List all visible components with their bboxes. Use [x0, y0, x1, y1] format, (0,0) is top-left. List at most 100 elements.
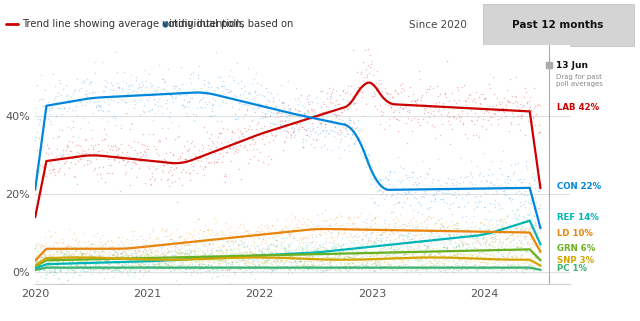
Point [414, 69, 424, 74]
Point [249, 261, 259, 266]
Point [429, 222, 439, 228]
Point [427, 122, 437, 127]
Point [415, 256, 425, 261]
Point [222, 87, 232, 92]
Point [307, 99, 317, 104]
Point [84, 248, 95, 253]
Point [58, 86, 68, 91]
Point [267, 120, 277, 125]
Point [171, 226, 181, 231]
Point [180, 243, 190, 248]
Point [445, 251, 456, 256]
Point [282, 271, 292, 276]
Point [61, 108, 72, 113]
Point [137, 252, 147, 257]
Point [369, 243, 379, 248]
Point [74, 151, 84, 156]
Point [262, 243, 273, 248]
Point [332, 256, 342, 261]
Point [344, 214, 355, 219]
Point [439, 245, 449, 250]
Point [334, 248, 344, 253]
Point [279, 105, 289, 110]
Point [134, 268, 145, 273]
Point [56, 269, 66, 274]
Point [124, 153, 134, 158]
Point [169, 86, 179, 91]
Point [300, 234, 310, 239]
Point [463, 259, 474, 264]
Point [394, 241, 404, 246]
Point [284, 242, 294, 247]
Point [433, 257, 443, 263]
Point [124, 259, 134, 264]
Point [210, 97, 220, 102]
Point [410, 195, 420, 201]
Point [264, 246, 274, 251]
Point [188, 111, 198, 116]
Point [237, 251, 248, 256]
Point [465, 179, 476, 184]
Point [478, 240, 488, 245]
Point [31, 168, 41, 173]
Point [434, 251, 444, 256]
Point [472, 256, 483, 261]
Point [122, 264, 132, 269]
Point [118, 264, 129, 269]
Point [49, 169, 59, 174]
Point [353, 266, 363, 272]
Point [407, 265, 417, 270]
Point [211, 49, 221, 54]
Point [275, 118, 285, 124]
Point [236, 259, 246, 264]
Point [70, 253, 80, 258]
Point [490, 255, 500, 260]
Point [216, 268, 227, 273]
Point [378, 230, 388, 235]
Point [399, 248, 409, 253]
Point [51, 257, 61, 262]
Point [267, 223, 277, 229]
Point [425, 84, 435, 89]
Point [207, 105, 218, 110]
Point [305, 261, 316, 266]
Point [434, 250, 444, 255]
Point [524, 107, 534, 112]
Point [54, 251, 65, 256]
Point [496, 116, 506, 121]
Point [210, 264, 220, 269]
Point [103, 238, 113, 243]
Text: individual polls: individual polls [169, 19, 244, 29]
Point [276, 266, 287, 271]
Point [455, 238, 465, 243]
Point [387, 217, 397, 222]
Point [508, 171, 518, 177]
Point [143, 259, 154, 264]
Point [74, 255, 84, 260]
Point [496, 245, 506, 250]
Point [247, 136, 257, 141]
Point [203, 258, 213, 263]
Point [309, 116, 319, 121]
Point [504, 257, 514, 262]
Point [342, 216, 353, 221]
Point [56, 127, 67, 133]
Point [308, 126, 319, 131]
Point [111, 49, 121, 54]
Point [119, 254, 129, 259]
Point [184, 95, 195, 100]
Point [493, 229, 504, 234]
Point [274, 264, 284, 269]
Point [45, 255, 56, 260]
Point [490, 111, 500, 117]
Point [118, 268, 128, 273]
Point [87, 135, 97, 141]
Point [259, 142, 269, 147]
Point [81, 245, 92, 250]
Point [111, 249, 121, 254]
Point [129, 263, 140, 268]
Point [195, 266, 205, 271]
Point [378, 217, 388, 222]
Point [328, 119, 339, 124]
Point [361, 264, 371, 269]
